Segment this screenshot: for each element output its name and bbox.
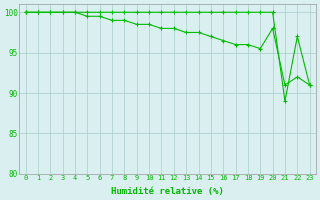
X-axis label: Humidité relative (%): Humidité relative (%): [111, 187, 224, 196]
